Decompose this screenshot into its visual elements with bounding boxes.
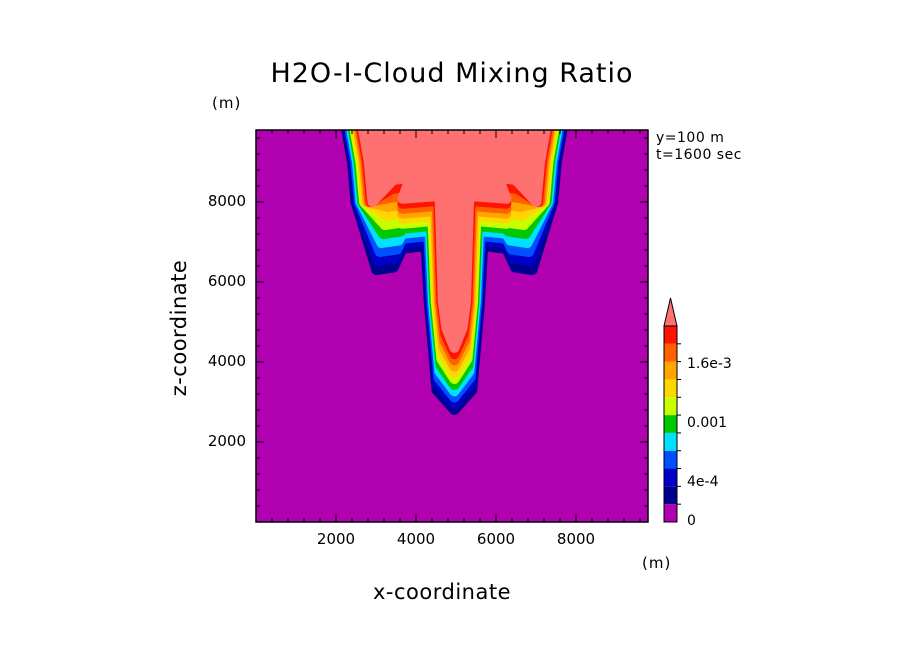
colorbar-bin-8 xyxy=(664,379,677,398)
colorbar-bin-6 xyxy=(664,415,677,433)
y-tick-label: 8000 xyxy=(207,192,246,210)
colorbar-bin-10 xyxy=(664,343,677,362)
colorbar-bin-7 xyxy=(664,397,677,416)
colorbar-bin-4 xyxy=(664,450,677,469)
annotation-y-slice: y=100 m xyxy=(656,130,725,146)
colorbar xyxy=(663,297,681,523)
colorbar-extend-triangle xyxy=(663,297,678,327)
y-tick-label: 2000 xyxy=(207,432,246,450)
y-axis-unit: (m) xyxy=(212,94,242,112)
colorbar-tick-label: 4e-4 xyxy=(687,473,719,490)
colorbar-bin-5 xyxy=(664,432,677,451)
info-annotations: y=100 m t=1600 sec xyxy=(656,130,742,164)
colorbar-tick-label: 1.6e-3 xyxy=(687,356,732,373)
x-axis-unit: (m) xyxy=(642,554,672,572)
x-tick-label: 2000 xyxy=(316,530,356,548)
contour-region-level-11 xyxy=(358,130,551,353)
annotation-time: t=1600 sec xyxy=(656,147,742,163)
x-tick-label: 6000 xyxy=(476,530,516,548)
colorbar-bin-1 xyxy=(664,504,677,522)
colorbar-bin-3 xyxy=(664,468,677,487)
colorbar-bin-2 xyxy=(664,486,677,505)
colorbar-bin-11 xyxy=(664,326,677,344)
x-tick-label: 4000 xyxy=(396,530,436,548)
chart-title: H2O-I-Cloud Mixing Ratio xyxy=(270,58,634,89)
x-axis-label: x-coordinate xyxy=(373,580,512,604)
colorbar-frame xyxy=(663,325,678,523)
plot-frame xyxy=(255,129,649,523)
contour-field xyxy=(256,130,648,522)
y-tick-label: 6000 xyxy=(207,272,246,290)
plot-axes xyxy=(255,129,649,523)
x-tick-label: 8000 xyxy=(556,530,596,548)
y-tick-label: 4000 xyxy=(207,352,246,370)
colorbar-tick-label: 0 xyxy=(687,513,696,529)
colorbar-bin-9 xyxy=(664,361,677,380)
colorbar-tick-label: 0.001 xyxy=(687,415,728,431)
